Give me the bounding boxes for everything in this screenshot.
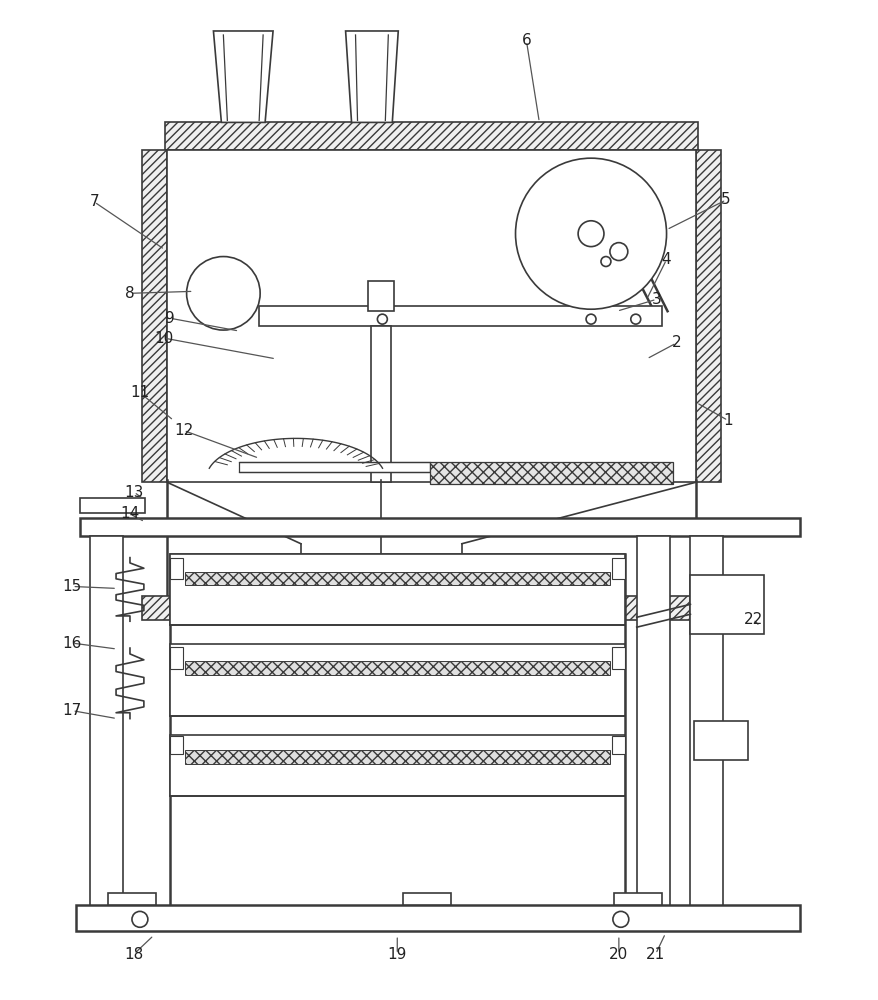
Text: 2: 2 bbox=[671, 335, 680, 350]
Text: 3: 3 bbox=[651, 292, 661, 307]
Bar bbox=[429, 462, 672, 484]
Bar bbox=[169, 735, 624, 796]
Text: 13: 13 bbox=[124, 485, 143, 500]
Text: 6: 6 bbox=[521, 33, 530, 48]
Text: 14: 14 bbox=[120, 506, 140, 521]
Bar bbox=[403, 893, 450, 905]
Bar bbox=[169, 736, 183, 754]
Bar bbox=[108, 893, 155, 905]
Text: 22: 22 bbox=[743, 612, 762, 627]
Text: 20: 20 bbox=[608, 947, 628, 962]
Text: 9: 9 bbox=[165, 311, 175, 326]
Circle shape bbox=[132, 911, 148, 927]
Bar bbox=[80, 518, 799, 536]
Bar bbox=[184, 572, 609, 585]
Bar bbox=[239, 462, 429, 472]
Bar bbox=[259, 306, 661, 326]
Text: 5: 5 bbox=[721, 192, 730, 207]
Circle shape bbox=[578, 221, 603, 247]
Circle shape bbox=[186, 257, 260, 330]
Bar bbox=[90, 536, 123, 919]
Bar bbox=[169, 554, 624, 921]
Bar bbox=[611, 736, 624, 754]
Text: 10: 10 bbox=[154, 331, 173, 346]
Text: 1: 1 bbox=[723, 413, 732, 428]
Polygon shape bbox=[213, 31, 273, 122]
Bar bbox=[141, 150, 167, 482]
Text: 21: 21 bbox=[645, 947, 665, 962]
Circle shape bbox=[601, 257, 610, 266]
Bar bbox=[167, 150, 695, 482]
Text: 4: 4 bbox=[661, 252, 671, 267]
Bar bbox=[611, 558, 624, 579]
Bar bbox=[141, 596, 719, 620]
Circle shape bbox=[515, 158, 666, 309]
Text: 11: 11 bbox=[130, 385, 149, 400]
Bar bbox=[169, 644, 624, 716]
Bar bbox=[184, 750, 609, 764]
Bar bbox=[613, 893, 661, 905]
Bar bbox=[694, 721, 747, 760]
Text: 15: 15 bbox=[62, 579, 82, 594]
Bar bbox=[689, 575, 763, 634]
Circle shape bbox=[586, 314, 595, 324]
Bar bbox=[695, 150, 720, 482]
Circle shape bbox=[630, 314, 640, 324]
Text: 7: 7 bbox=[90, 194, 99, 209]
Bar bbox=[169, 558, 183, 579]
Text: 16: 16 bbox=[62, 636, 82, 651]
Bar bbox=[80, 498, 145, 513]
Text: 8: 8 bbox=[125, 286, 134, 301]
Bar bbox=[319, 562, 342, 581]
Text: 12: 12 bbox=[174, 423, 193, 438]
Bar bbox=[184, 661, 609, 675]
Text: 18: 18 bbox=[124, 947, 143, 962]
Bar bbox=[636, 536, 669, 919]
Bar bbox=[169, 554, 624, 625]
Circle shape bbox=[609, 243, 627, 261]
Bar bbox=[76, 905, 799, 931]
Text: 19: 19 bbox=[387, 947, 407, 962]
Bar bbox=[164, 122, 697, 150]
Polygon shape bbox=[345, 31, 398, 122]
Bar bbox=[689, 536, 723, 919]
Bar bbox=[611, 647, 624, 669]
Bar bbox=[169, 647, 183, 669]
Circle shape bbox=[612, 911, 628, 927]
Bar bbox=[368, 281, 394, 311]
Text: 17: 17 bbox=[62, 703, 82, 718]
Circle shape bbox=[377, 314, 387, 324]
Bar bbox=[398, 562, 421, 581]
Bar bbox=[371, 326, 391, 482]
